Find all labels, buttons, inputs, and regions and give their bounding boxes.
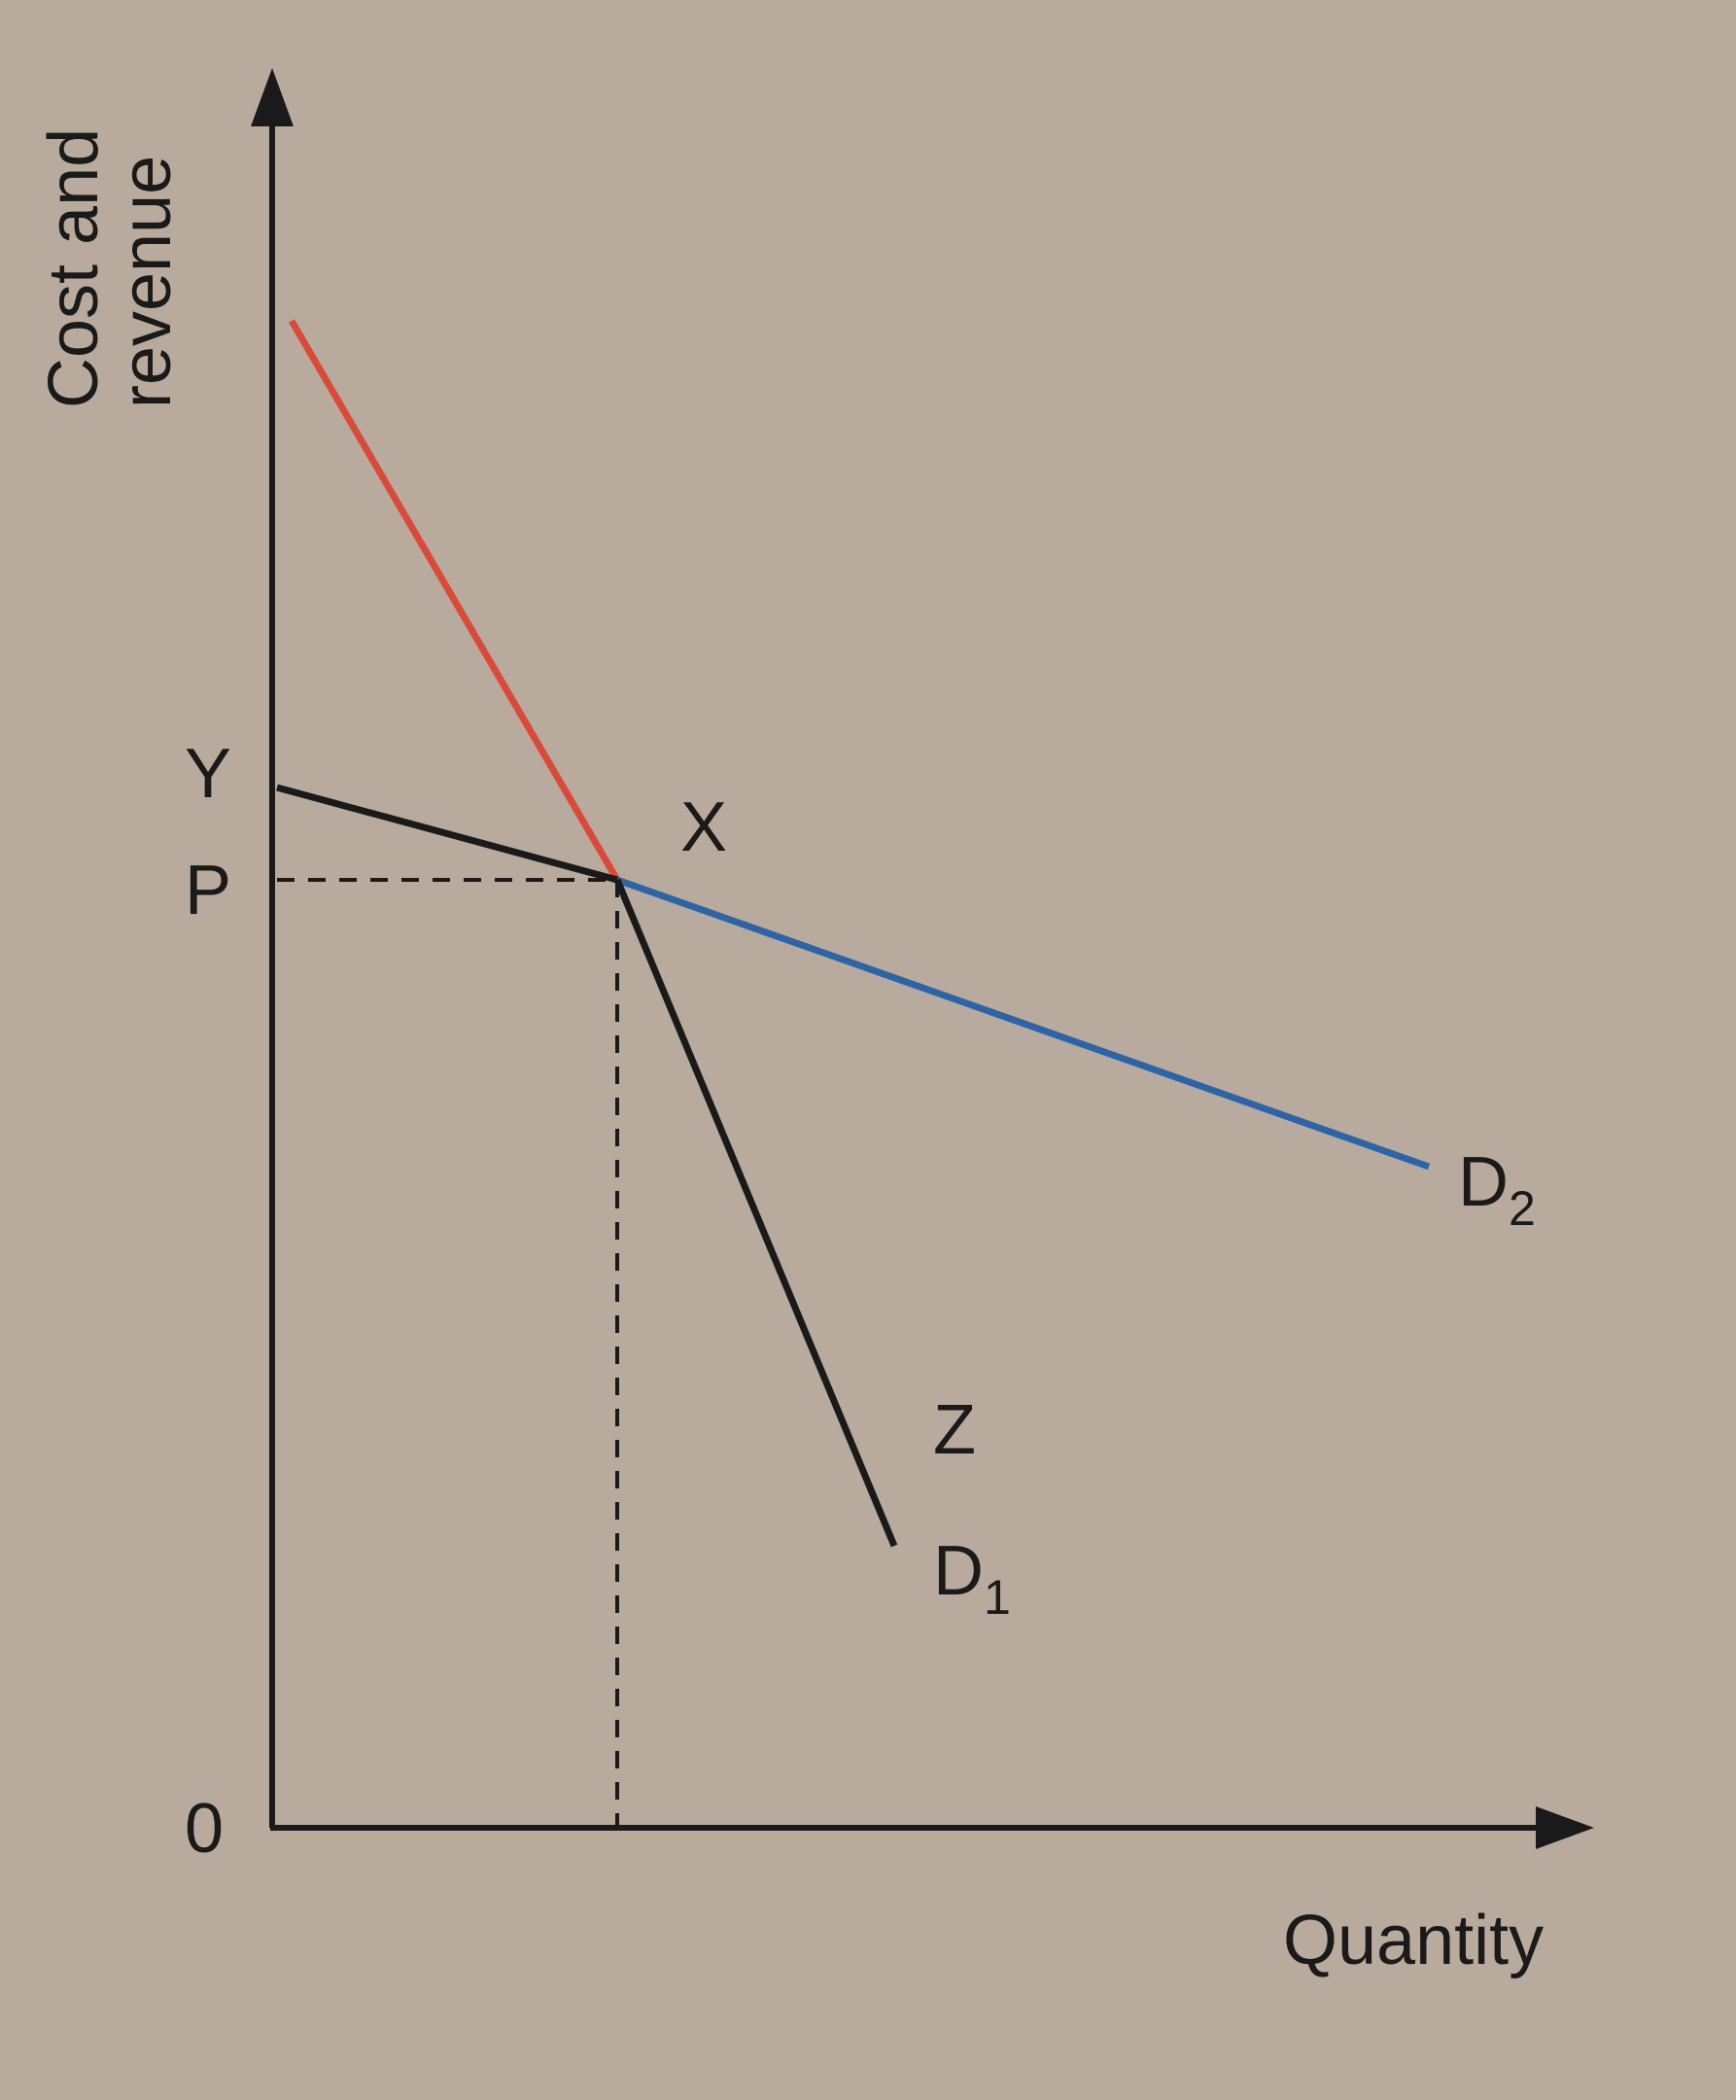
label-D2: D2 bbox=[1458, 1143, 1536, 1236]
kinked-demand-chart: Cost and revenue Y P X Z D1 D2 0 Quantit… bbox=[0, 0, 1736, 2100]
x-axis-label: Quantity bbox=[1283, 1902, 1544, 1979]
x-axis-arrow bbox=[1536, 1806, 1594, 1849]
label-Z: Z bbox=[933, 1391, 976, 1469]
line-red-upper bbox=[292, 321, 617, 880]
label-P: P bbox=[185, 852, 231, 929]
y-axis-arrow bbox=[251, 68, 294, 126]
y-axis-label-line1: Cost and bbox=[35, 128, 113, 408]
line-blue-lower bbox=[617, 880, 1429, 1167]
line-black-upper bbox=[277, 788, 617, 880]
label-X: X bbox=[680, 788, 727, 866]
line-black-lower bbox=[617, 880, 894, 1546]
label-D1: D1 bbox=[933, 1532, 1011, 1625]
label-origin: 0 bbox=[185, 1790, 224, 1868]
label-Y: Y bbox=[185, 735, 231, 813]
y-axis-label-line2: revenue bbox=[108, 156, 186, 408]
chart-svg: Cost and revenue Y P X Z D1 D2 0 Quantit… bbox=[0, 0, 1736, 2100]
